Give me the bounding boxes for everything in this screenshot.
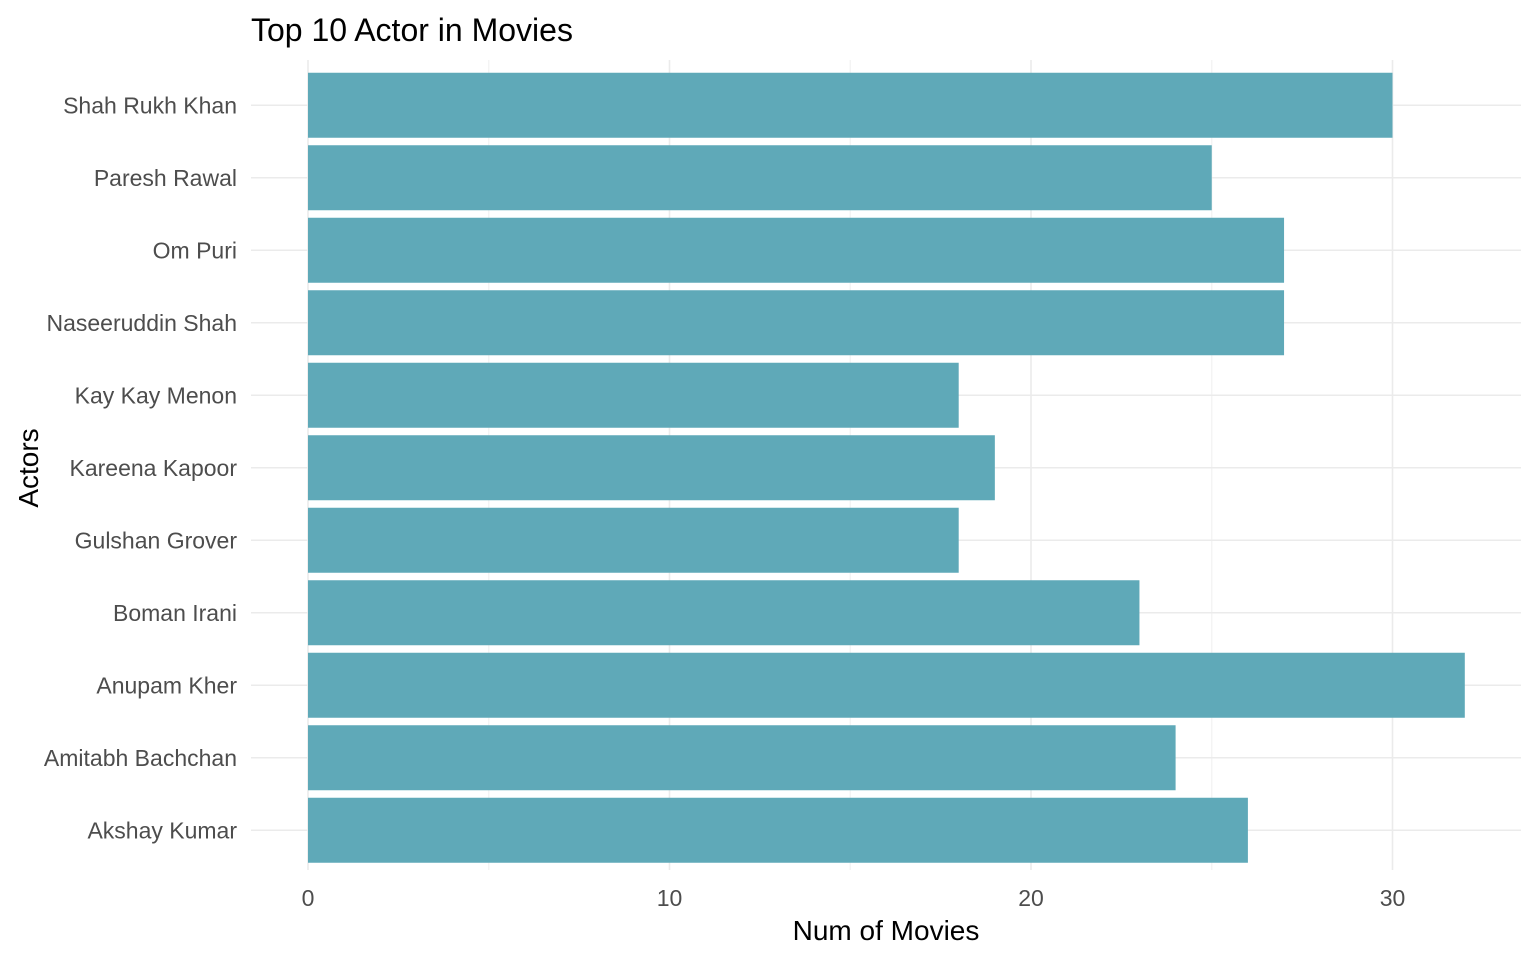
y-tick-label: Om Puri (153, 237, 237, 263)
bar-shah-rukh-khan (308, 72, 1393, 138)
bar-anupam-kher (308, 652, 1465, 718)
y-tick-label: Amitabh Bachchan (44, 745, 237, 771)
bar-naseeruddin-shah (308, 290, 1285, 356)
y-tick-label: Anupam Kher (96, 672, 237, 698)
bar-kareena-kapoor (308, 435, 995, 501)
bar-amitabh-bachchan (308, 725, 1176, 791)
bar-kay-kay-menon (308, 362, 959, 428)
bar-akshay-kumar (308, 797, 1248, 863)
y-tick-label: Shah Rukh Khan (63, 92, 237, 118)
y-axis-tick-labels: Akshay Kumar Amitabh Bachchan Anupam Kher B… (44, 92, 237, 843)
x-tick-label: 10 (657, 885, 683, 911)
y-tick-label: Boman Irani (113, 600, 237, 626)
bars (308, 72, 1465, 863)
x-tick-label: 20 (1018, 885, 1044, 911)
x-axis-title: Num of Movies (793, 915, 980, 946)
bar-boman-irani (308, 580, 1140, 646)
x-tick-label: 0 (302, 885, 315, 911)
x-tick-label: 30 (1380, 885, 1406, 911)
y-tick-label: Kareena Kapoor (69, 455, 237, 481)
y-tick-label: Paresh Rawal (94, 165, 237, 191)
chart-title: Top 10 Actor in Movies (251, 12, 573, 48)
y-axis-title: Actors (13, 428, 44, 507)
y-tick-label: Akshay Kumar (87, 817, 237, 843)
bar-gulshan-grover (308, 507, 959, 573)
y-tick-label: Kay Kay Menon (75, 382, 237, 408)
bar-paresh-rawal (308, 145, 1212, 211)
y-tick-label: Naseeruddin Shah (46, 310, 237, 336)
x-axis-tick-labels: 0 10 20 30 (302, 885, 1406, 911)
bar-om-puri (308, 217, 1285, 283)
y-tick-label: Gulshan Grover (75, 527, 238, 553)
